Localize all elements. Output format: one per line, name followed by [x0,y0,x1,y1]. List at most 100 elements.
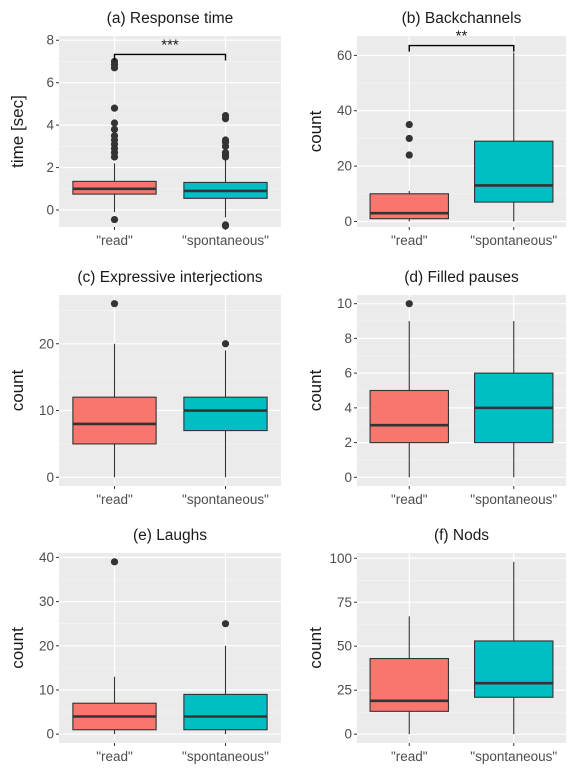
box-iqr [369,389,449,444]
box-iqr [369,658,449,712]
outlier-point [110,215,119,224]
y-tick-label: 10 [39,682,54,697]
x-tick-label: "read" [391,233,428,248]
y-tick-label: 4 [344,400,352,415]
y-axis-label: count [306,627,325,669]
outlier-point [221,111,230,120]
panel-title: (d) Filled pauses [404,269,519,286]
y-tick-label: 100 [329,551,352,566]
y-axis-label: count [8,369,27,411]
y-axis-label: count [8,627,27,669]
y-tick-label: 10 [39,403,54,418]
x-tick-label: "read" [96,749,133,764]
y-tick-label: 50 [337,639,352,654]
box-iqr [474,640,554,698]
outlier-point [110,132,119,140]
x-tick-label: "read" [391,749,428,764]
y-tick-label: 40 [337,103,352,118]
outlier-point [110,104,119,112]
panel-6: 0 25 50 75 100 "read" "spontaneous" (f) Nods cou… [306,527,566,764]
significance-label: ** [456,28,468,45]
y-axis-label: time [sec] [8,95,27,168]
y-tick-label: 2 [344,435,352,450]
outlier-point [221,136,230,144]
box-iqr [183,693,268,731]
y-tick-label: 0 [344,727,352,742]
x-tick-label: "spontaneous" [470,233,557,248]
y-tick-label: 10 [337,296,352,311]
x-tick-label: "read" [391,492,428,507]
panel-5: 0 10 20 30 40 "read" "spontaneous" (e) Laughs co… [8,527,281,764]
y-tick-label: 8 [46,33,54,48]
x-tick-label: "read" [96,492,133,507]
box-spontaneous [183,620,268,735]
outlier-point [405,151,413,159]
y-tick-label: 6 [46,75,54,90]
outlier-point [110,300,119,308]
box-iqr [474,140,554,203]
outlier-point [221,222,230,230]
y-tick-label: 0 [344,470,352,485]
x-tick-label: "spontaneous" [470,492,557,507]
outlier-point [110,57,119,66]
y-tick-label: 6 [344,366,352,381]
y-tick-label: 0 [46,470,54,485]
y-tick-label: 60 [337,48,352,63]
significance-bracket [113,53,227,61]
box-spontaneous [183,340,268,478]
outlier-point [221,149,230,157]
panel-title: (f) Nods [434,527,489,544]
y-tick-label: 0 [46,203,54,218]
box-spontaneous [183,111,268,230]
x-tick-label: "read" [96,233,133,248]
y-tick-label: 2 [46,160,54,175]
box-spontaneous [474,321,554,478]
y-tick-label: 4 [46,118,54,133]
outlier-point [405,120,413,129]
box-read [72,558,157,735]
y-tick-label: 8 [344,331,352,346]
box-read [72,300,157,478]
panel-title: (b) Backchannels [402,10,522,27]
box-iqr [72,396,157,445]
y-tick-label: 25 [337,683,352,698]
panel-3: 0 10 20 "read" "spontaneous" (c) Expressive i… [8,269,281,507]
y-tick-label: 20 [337,159,352,174]
outlier-point [110,558,119,566]
y-axis-label: count [306,110,325,152]
outlier-point [405,134,413,143]
significance-label: *** [161,36,179,53]
plot-panel [59,295,281,486]
box-iqr [369,193,449,220]
box-read [369,120,449,222]
y-tick-label: 75 [337,595,352,610]
y-tick-label: 20 [39,638,54,653]
x-tick-label: "spontaneous" [470,749,557,764]
box-spontaneous [474,52,554,222]
y-tick-label: 30 [39,594,54,609]
significance-bracket [408,44,515,52]
panel-4: 0 2 4 6 8 10 "read" "spontaneous" (d) Filled pau… [306,269,566,507]
outlier-point [110,125,119,133]
box-iqr [183,396,268,432]
x-tick-label: "spontaneous" [182,492,269,507]
x-tick-label: "spontaneous" [182,749,269,764]
panel-title: (e) Laughs [133,527,207,544]
outlier-point [405,300,413,308]
outlier-point [110,119,119,127]
panel-title: (c) Expressive interjections [77,269,262,286]
panel-title: (a) Response time [107,10,234,27]
panel-1: 0 2 4 6 8 "read" "spontaneous" (a) Response tim… [8,10,281,248]
box-spontaneous [474,561,554,735]
y-tick-label: 20 [39,336,54,351]
outlier-point [221,340,230,348]
box-read [72,57,157,224]
panel-2: 0 20 40 60 "read" "spontaneous" (b) Backchanne… [306,10,566,248]
outlier-point [221,620,230,628]
y-tick-label: 0 [344,214,352,229]
x-tick-label: "spontaneous" [182,233,269,248]
box-read [369,300,449,478]
box-read [369,616,449,735]
y-axis-label: count [306,369,325,411]
